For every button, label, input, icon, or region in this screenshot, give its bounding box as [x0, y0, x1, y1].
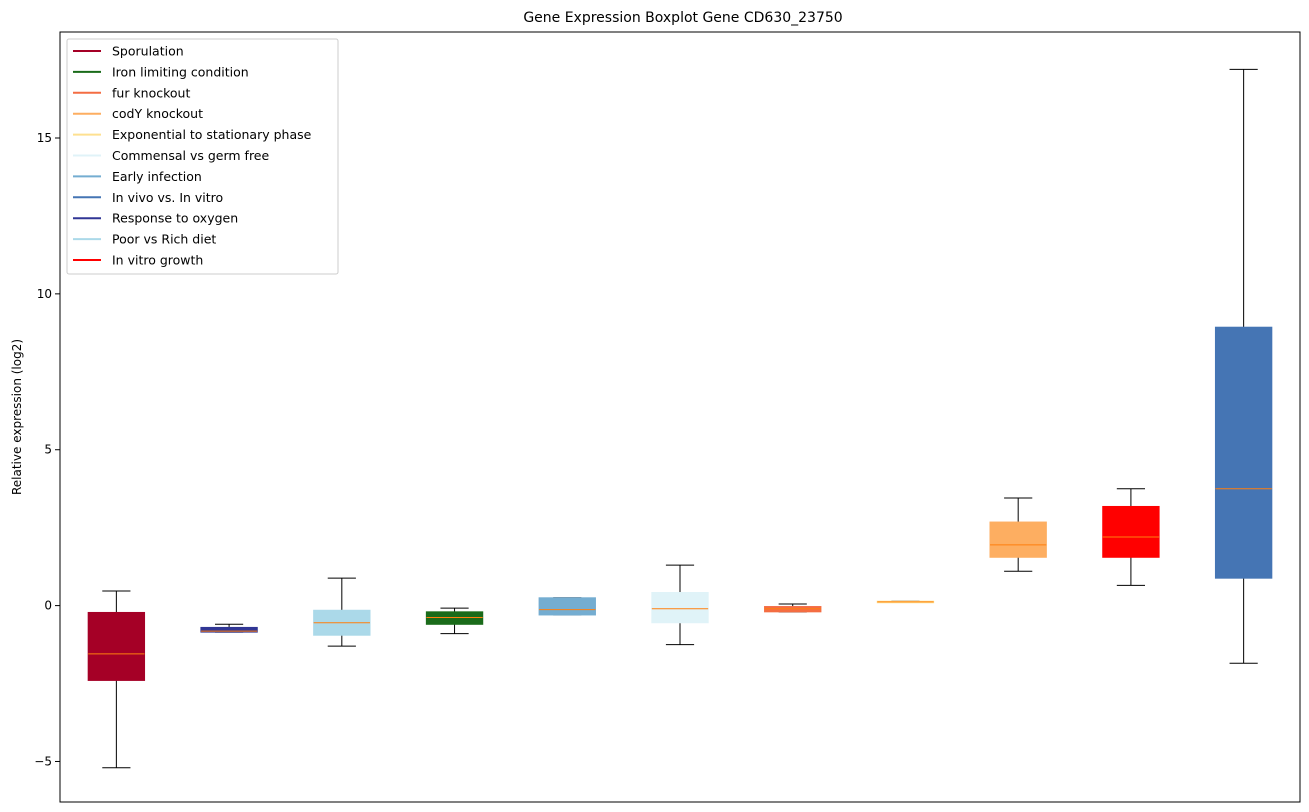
- box: [425, 611, 484, 625]
- box: [1102, 505, 1160, 558]
- y-axis-label: Relative expression (log2): [10, 339, 24, 495]
- legend-label: In vivo vs. In vitro: [112, 190, 223, 205]
- legend-label: fur knockout: [112, 85, 190, 100]
- box-group: [1102, 488, 1160, 586]
- legend-label: Poor vs Rich diet: [112, 232, 216, 247]
- box-group: [313, 577, 371, 647]
- legend-label: Commensal vs germ free: [112, 148, 269, 163]
- box-group: [651, 564, 709, 646]
- plot-area: [87, 68, 1273, 769]
- box-group: [200, 623, 258, 633]
- box: [87, 611, 146, 681]
- box: [538, 597, 596, 616]
- y-tick-label: 15: [37, 131, 52, 145]
- box-group: [764, 603, 822, 613]
- legend-label: codY knockout: [112, 106, 203, 121]
- legend-label: In vitro growth: [112, 253, 203, 268]
- legend-label: Iron limiting condition: [112, 64, 249, 79]
- box: [1214, 326, 1273, 579]
- legend-label: Early infection: [112, 169, 202, 184]
- y-tick-label: 5: [44, 443, 52, 457]
- legend-label: Sporulation: [112, 44, 184, 59]
- box-group: [538, 597, 596, 616]
- box: [651, 592, 709, 624]
- box: [200, 626, 258, 633]
- legend-label: Response to oxygen: [112, 211, 238, 226]
- y-tick-label: 0: [44, 599, 52, 613]
- y-axis: −5 0 5 10 15: [34, 131, 60, 768]
- box-group: [87, 590, 146, 769]
- y-tick-label: −5: [34, 754, 52, 768]
- box-group: [876, 600, 935, 604]
- chart-title: Gene Expression Boxplot Gene CD630_23750: [523, 10, 842, 26]
- legend: Sporulation Iron limiting condition fur kn…: [66, 38, 339, 275]
- y-tick-label: 10: [37, 287, 52, 301]
- axes-frame: [59, 31, 1301, 803]
- box-group: [989, 497, 1047, 572]
- legend-label: Exponential to stationary phase: [112, 127, 312, 142]
- box-group: [425, 607, 484, 635]
- legend-frame: [66, 38, 339, 275]
- box: [989, 521, 1047, 558]
- box-group: [1214, 68, 1273, 664]
